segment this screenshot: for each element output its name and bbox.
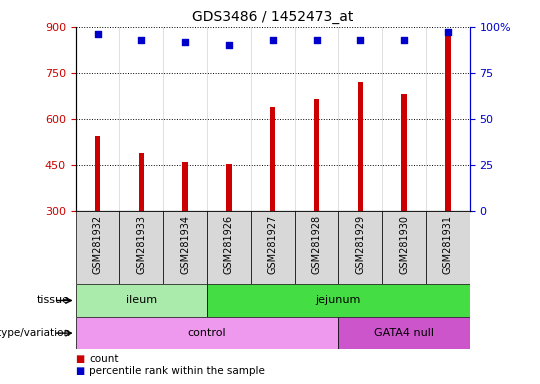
Text: ■: ■ <box>76 354 85 364</box>
Text: ileum: ileum <box>126 295 157 306</box>
Bar <box>226 164 232 211</box>
Text: GSM281929: GSM281929 <box>355 215 365 274</box>
Text: GSM281934: GSM281934 <box>180 215 190 274</box>
Bar <box>426 211 470 284</box>
Bar <box>119 211 163 284</box>
Bar <box>446 33 450 211</box>
Text: GSM281926: GSM281926 <box>224 215 234 274</box>
Point <box>137 37 146 43</box>
Bar <box>207 211 251 284</box>
Title: GDS3486 / 1452473_at: GDS3486 / 1452473_at <box>192 10 353 25</box>
Bar <box>314 99 319 211</box>
Bar <box>76 284 207 317</box>
Point <box>312 37 321 43</box>
Bar <box>270 107 275 211</box>
Point <box>225 42 233 48</box>
Text: genotype/variation: genotype/variation <box>0 328 70 338</box>
Bar <box>207 284 470 317</box>
Text: count: count <box>89 354 119 364</box>
Text: GSM281930: GSM281930 <box>399 215 409 274</box>
Bar <box>295 211 339 284</box>
Text: ■: ■ <box>76 366 85 376</box>
Text: tissue: tissue <box>37 295 70 306</box>
Bar <box>382 211 426 284</box>
Text: GSM281932: GSM281932 <box>92 215 103 274</box>
Bar <box>76 317 339 349</box>
Point <box>443 29 452 35</box>
Point <box>400 37 408 43</box>
Bar <box>163 211 207 284</box>
Point <box>268 37 277 43</box>
Text: GSM281931: GSM281931 <box>443 215 453 274</box>
Point <box>356 37 364 43</box>
Bar <box>339 317 470 349</box>
Bar <box>95 136 100 211</box>
Bar <box>251 211 295 284</box>
Bar <box>401 94 407 211</box>
Bar <box>183 162 188 211</box>
Text: GSM281933: GSM281933 <box>136 215 146 274</box>
Bar <box>76 211 119 284</box>
Bar <box>357 82 363 211</box>
Text: percentile rank within the sample: percentile rank within the sample <box>89 366 265 376</box>
Bar <box>139 153 144 211</box>
Text: GATA4 null: GATA4 null <box>374 328 434 338</box>
Point <box>181 38 190 45</box>
Text: control: control <box>188 328 226 338</box>
Point <box>93 31 102 37</box>
Bar <box>339 211 382 284</box>
Text: GSM281928: GSM281928 <box>312 215 321 274</box>
Text: jejunum: jejunum <box>316 295 361 306</box>
Text: GSM281927: GSM281927 <box>268 215 278 274</box>
